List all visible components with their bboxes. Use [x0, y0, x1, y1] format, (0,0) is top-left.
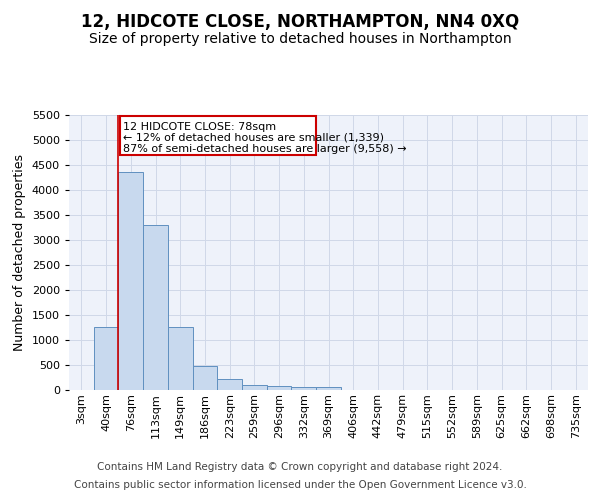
- Bar: [143, 225, 168, 390]
- FancyBboxPatch shape: [119, 116, 316, 155]
- Y-axis label: Number of detached properties: Number of detached properties: [13, 154, 26, 351]
- Text: Contains HM Land Registry data © Crown copyright and database right 2024.: Contains HM Land Registry data © Crown c…: [97, 462, 503, 472]
- Bar: [217, 379, 242, 390]
- Bar: [94, 326, 118, 390]
- Text: 87% of semi-detached houses are larger (9,558) →: 87% of semi-detached houses are larger (…: [124, 144, 407, 154]
- Text: 12 HIDCOTE CLOSE: 78sqm: 12 HIDCOTE CLOSE: 78sqm: [124, 122, 277, 132]
- Bar: [292, 387, 316, 390]
- Text: 12, HIDCOTE CLOSE, NORTHAMPTON, NN4 0XQ: 12, HIDCOTE CLOSE, NORTHAMPTON, NN4 0XQ: [81, 12, 519, 30]
- Text: Size of property relative to detached houses in Northampton: Size of property relative to detached ho…: [89, 32, 511, 46]
- Bar: [168, 326, 193, 390]
- Text: ← 12% of detached houses are smaller (1,339): ← 12% of detached houses are smaller (1,…: [124, 133, 385, 143]
- Bar: [193, 366, 217, 390]
- Bar: [118, 172, 143, 390]
- Bar: [267, 386, 292, 390]
- Bar: [242, 385, 267, 390]
- Text: Contains public sector information licensed under the Open Government Licence v3: Contains public sector information licen…: [74, 480, 526, 490]
- Bar: [316, 387, 341, 390]
